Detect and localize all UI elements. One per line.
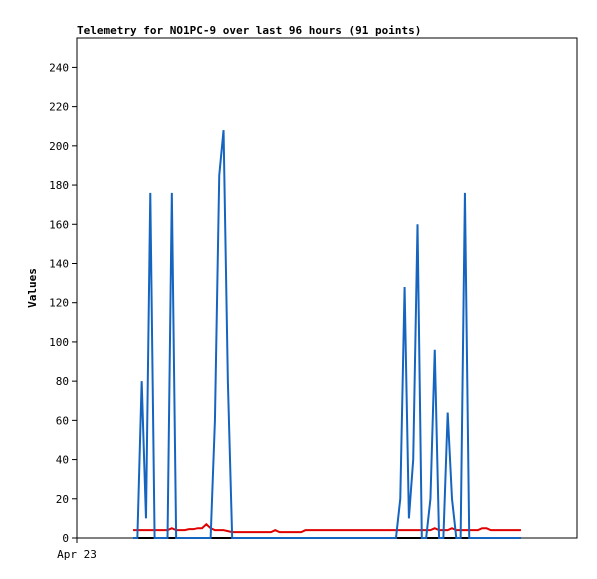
y-tick-label: 100 bbox=[49, 336, 69, 349]
series-line bbox=[133, 522, 521, 534]
y-tick-label: 60 bbox=[56, 414, 69, 427]
y-tick-label: 220 bbox=[49, 101, 69, 114]
y-tick-label: 200 bbox=[49, 140, 69, 153]
chart-title: Telemetry for NO1PC-9 over last 96 hours… bbox=[77, 24, 421, 37]
series-line bbox=[133, 130, 521, 539]
y-tick-label: 0 bbox=[62, 532, 69, 545]
y-tick-label: 20 bbox=[56, 493, 69, 506]
y-tick-label: 40 bbox=[56, 454, 69, 467]
x-tick-label: Apr 23 bbox=[57, 548, 97, 561]
y-tick-label: 80 bbox=[56, 375, 69, 388]
y-tick-label: 240 bbox=[49, 61, 69, 74]
y-tick-label: 140 bbox=[49, 257, 69, 270]
y-tick-label: 180 bbox=[49, 179, 69, 192]
y-tick-label: 120 bbox=[49, 297, 69, 310]
y-tick-label: 160 bbox=[49, 218, 69, 231]
y-axis-label: Values bbox=[26, 268, 39, 308]
